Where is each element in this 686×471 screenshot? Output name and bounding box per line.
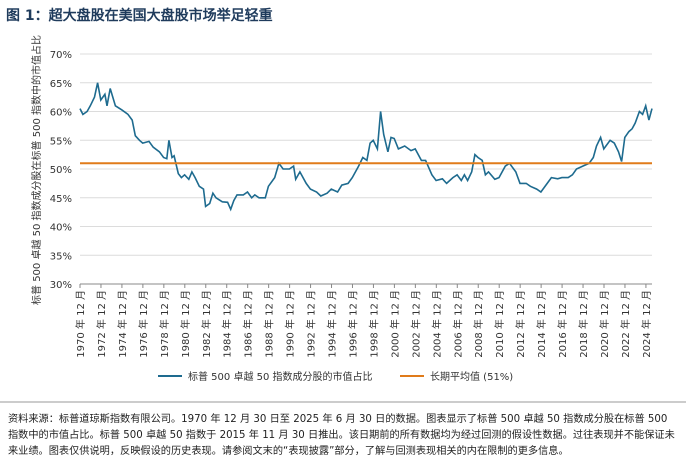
x-tick-label: 2014 年 12 月 bbox=[535, 290, 548, 358]
x-tick-label: 2016 年 12 月 bbox=[556, 290, 569, 358]
data-line bbox=[79, 82, 653, 212]
footnote: 资料来源：标普道琼斯指数有限公司。1970 年 12 月 30 日至 2025 … bbox=[8, 414, 675, 457]
y-tick-label: 55% bbox=[50, 136, 72, 147]
x-tick-label: 1982 年 12 月 bbox=[200, 290, 213, 358]
y-tick-label: 65% bbox=[50, 79, 72, 90]
x-tick-label: 1994 年 12 月 bbox=[326, 290, 339, 358]
x-tick-label: 1970 年 12 月 bbox=[74, 290, 87, 358]
x-tick-label: 1986 年 12 月 bbox=[242, 290, 255, 358]
x-tick-label: 1974 年 12 月 bbox=[116, 290, 129, 358]
y-tick-label: 35% bbox=[50, 251, 72, 262]
y-tick-label: 40% bbox=[50, 223, 72, 234]
x-tick-label: 1978 年 12 月 bbox=[158, 290, 171, 358]
x-tick-label: 1976 年 12 月 bbox=[137, 290, 150, 358]
x-tick-label: 2022 年 12 月 bbox=[619, 290, 632, 358]
x-tick-label: 1980 年 12 月 bbox=[179, 290, 192, 358]
x-tick-label: 2018 年 12 月 bbox=[577, 290, 590, 358]
legend-label: 长期平均值 (51%) bbox=[430, 370, 513, 383]
y-tick-label: 70% bbox=[50, 50, 72, 61]
x-tick-label: 1996 年 12 月 bbox=[346, 290, 359, 358]
chart: 图 1：超大盘股在美国大盘股市场举足轻重 标普 500 卓越 50 指数成分股在… bbox=[0, 7, 686, 403]
chart-title: 图 1：超大盘股在美国大盘股市场举足轻重 bbox=[6, 7, 273, 24]
x-tick-label: 2024 年 12 月 bbox=[640, 290, 653, 358]
x-tick-label: 1992 年 12 月 bbox=[305, 290, 318, 358]
x-tick-label: 2010 年 12 月 bbox=[493, 290, 506, 358]
x-tick-label: 1972 年 12 月 bbox=[95, 290, 108, 358]
y-axis-label: 标普 500 卓越 50 指数成分股在标普 500 指数中的市值占比 bbox=[30, 35, 43, 305]
x-tick-label: 2006 年 12 月 bbox=[451, 290, 464, 358]
x-tick-label: 1998 年 12 月 bbox=[367, 290, 380, 358]
x-tick-label: 2000 年 12 月 bbox=[388, 290, 401, 358]
legend-label: 标普 500 卓越 50 指数成分股的市值占比 bbox=[188, 370, 373, 383]
x-tick-label: 1990 年 12 月 bbox=[284, 290, 297, 358]
y-tick-label: 50% bbox=[50, 165, 72, 176]
y-tick-label: 60% bbox=[50, 108, 72, 119]
x-tick-label: 2002 年 12 月 bbox=[409, 290, 422, 358]
y-tick-label: 30% bbox=[50, 280, 72, 291]
x-tick-label: 1988 年 12 月 bbox=[263, 290, 276, 358]
y-tick-label: 45% bbox=[50, 194, 72, 205]
x-tick-label: 2008 年 12 月 bbox=[472, 290, 485, 358]
x-tick-label: 1984 年 12 月 bbox=[221, 290, 234, 358]
x-tick-label: 2004 年 12 月 bbox=[430, 290, 443, 358]
x-tick-label: 2020 年 12 月 bbox=[598, 290, 611, 358]
x-tick-label: 2012 年 12 月 bbox=[514, 290, 527, 358]
